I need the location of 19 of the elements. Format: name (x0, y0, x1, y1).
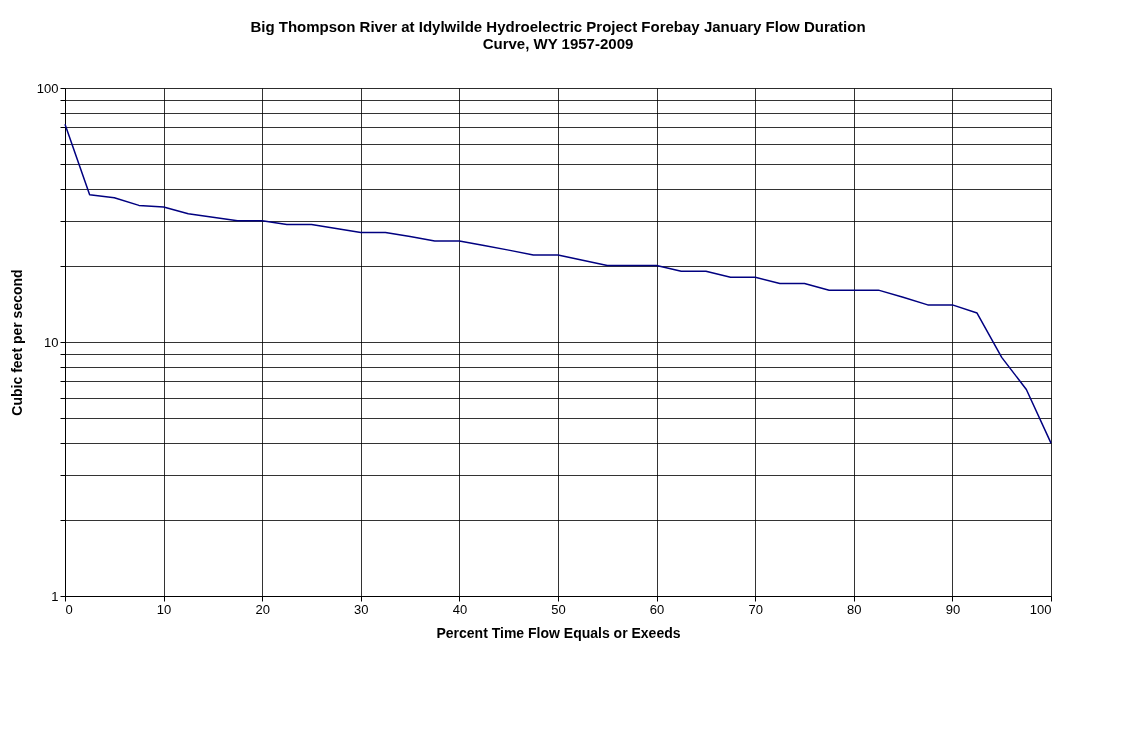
x-tick-label: 60 (649, 601, 665, 617)
text: Curve, WY 1957-2009 (482, 35, 634, 52)
x-tick-label: 10 (156, 601, 172, 617)
x-tick-label: 20 (255, 601, 270, 617)
y-tick-label: 1 (51, 588, 59, 604)
y-axis-title: Cubic feet per second (8, 269, 25, 416)
x-tick-label: 40 (452, 601, 468, 617)
line-series (64, 123, 1052, 444)
x-tick-label: 90 (945, 601, 961, 617)
y-tick-label: 100 (36, 80, 59, 96)
x-tick-label: 70 (748, 601, 763, 617)
x-axis-title: Percent Time Flow Equals or Exeeds (436, 624, 681, 641)
text: Big Thompson River at Idylwilde Hydroelectric Project Forebay January Flow Duration (250, 18, 866, 35)
x-tick-label: 80 (847, 601, 862, 617)
y-tick-label: 10 (44, 334, 59, 350)
x-tick-label: 100 (1029, 601, 1052, 617)
x-tick-label: 0 (65, 601, 73, 617)
x-tick-label: 50 (551, 601, 566, 617)
x-tick-label: 30 (354, 601, 369, 617)
